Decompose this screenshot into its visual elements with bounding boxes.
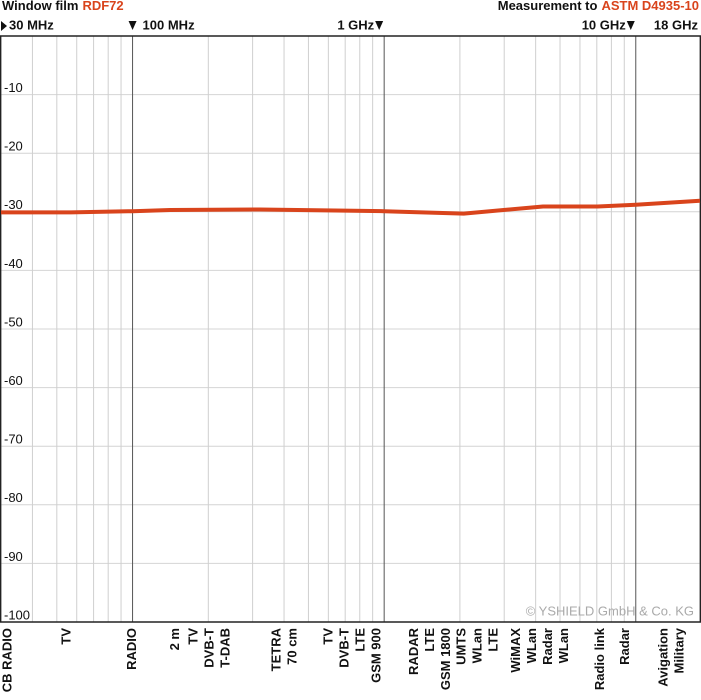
x-tick-label: 10 GHz	[582, 17, 627, 32]
y-tick-label: -60	[4, 373, 23, 388]
y-tick-label: -30	[4, 197, 23, 212]
band-label: DVB-T	[336, 628, 351, 668]
band-label: RADAR	[406, 627, 421, 675]
band-label: Radar	[540, 628, 555, 665]
x-tick-label: 1 GHz	[337, 17, 374, 32]
band-label: Radar	[617, 628, 632, 665]
y-tick-label: -40	[4, 256, 23, 271]
band-label: T-DAB	[217, 628, 232, 668]
band-label: TV	[320, 628, 335, 645]
copyright: © YSHIELD GmbH & Co. KG	[526, 603, 694, 618]
band-label: WLan	[470, 628, 485, 663]
band-label: Avigation	[656, 628, 671, 687]
y-tick-label: -90	[4, 549, 23, 564]
band-label: Military	[672, 627, 687, 673]
band-label: WiMAX	[508, 628, 523, 673]
title-right: Measurement to ASTM D4935-10	[498, 0, 699, 13]
y-tick-label: -20	[4, 139, 23, 154]
band-label: WLan	[524, 628, 539, 663]
tick-marker	[626, 21, 635, 30]
band-label: GSM 900	[368, 628, 383, 683]
tick-marker	[375, 21, 384, 30]
band-label: 70 cm	[285, 628, 300, 665]
x-tick-label: 18 GHz	[654, 17, 699, 32]
band-label: WLan	[556, 628, 571, 663]
y-tick-label: -80	[4, 490, 23, 505]
title-highlight: RDF72	[82, 0, 123, 13]
y-tick-label: -10	[4, 80, 23, 95]
band-label: LTE	[352, 628, 367, 652]
data-line	[1, 198, 701, 216]
band-label: CB RADIO	[0, 628, 15, 692]
band-label: TV	[59, 628, 74, 645]
x-tick-label: 100 MHz	[143, 17, 196, 32]
title-highlight: ASTM D4935-10	[601, 0, 699, 13]
band-label: 2 m	[167, 628, 182, 650]
title-text: Measurement to	[498, 0, 598, 13]
tick-marker	[128, 21, 137, 30]
band-label: UMTS	[454, 628, 469, 665]
band-label: TV	[185, 628, 200, 645]
x-tick-label: 30 MHz	[9, 17, 54, 32]
band-label: Radio link	[592, 627, 607, 690]
band-label: GSM 1800	[438, 628, 453, 690]
tick-marker	[1, 21, 7, 31]
y-tick-label: -70	[4, 432, 23, 447]
band-label: RADIO	[124, 628, 139, 670]
y-tick-label: -50	[4, 314, 23, 329]
band-label: LTE	[486, 628, 501, 652]
band-label: DVB-T	[201, 628, 216, 668]
band-label: TETRA	[269, 627, 284, 671]
title-text: Window film	[2, 0, 78, 13]
y-tick-label: -100	[4, 607, 30, 622]
band-label: LTE	[422, 628, 437, 652]
title-left: Window film RDF72	[2, 0, 124, 13]
